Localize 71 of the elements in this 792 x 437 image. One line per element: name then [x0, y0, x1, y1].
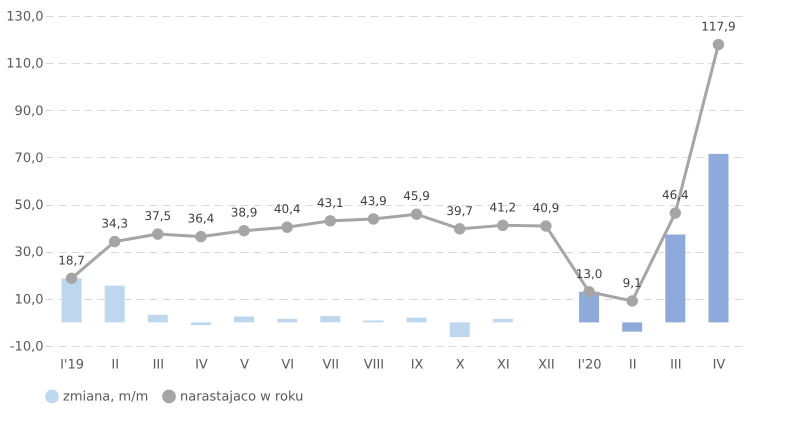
x-tick-label: III: [152, 358, 164, 372]
bar: [234, 316, 254, 322]
point: [66, 272, 78, 284]
point: [108, 236, 120, 248]
data-label: 46,4: [662, 188, 689, 202]
data-label: 117,9: [701, 20, 736, 34]
data-label: 34,3: [101, 216, 128, 231]
point: [281, 222, 293, 233]
data-label: 13,0: [576, 266, 602, 281]
bar: [406, 318, 427, 322]
x-tick-label: V: [240, 358, 250, 372]
data-label: 36,4: [188, 212, 214, 226]
point: [670, 207, 682, 219]
x-tick-label: III: [670, 358, 682, 372]
point: [540, 220, 552, 232]
bar: [190, 322, 211, 326]
point: [152, 228, 164, 240]
x-tick-label: X: [456, 358, 465, 372]
x-tick-label: I'19: [60, 358, 84, 372]
bar: [62, 278, 82, 322]
data-label: 40,9: [532, 201, 560, 216]
point: [454, 223, 466, 235]
point: [368, 213, 380, 225]
y-tick-label: 50,0: [14, 198, 44, 214]
y-tick-label: 130,0: [6, 10, 44, 24]
bar: [148, 314, 168, 322]
point: [238, 225, 250, 236]
bar: [277, 318, 298, 322]
y-tick-label: 90,0: [14, 104, 44, 119]
bar: [708, 154, 728, 322]
data-label: 39,7: [446, 204, 474, 218]
x-tick-label: II: [111, 358, 120, 372]
x-tick-label: I'20: [578, 358, 602, 372]
point: [626, 295, 638, 307]
x-tick-label: XI: [496, 358, 510, 372]
point: [324, 215, 336, 227]
data-label: 18,7: [58, 253, 85, 268]
point: [497, 220, 509, 232]
x-tick-label: IX: [410, 358, 424, 372]
x-tick-label: VI: [281, 358, 294, 372]
point: [410, 208, 422, 220]
x-tick-label: II: [628, 358, 637, 372]
x-tick-label: IV: [712, 358, 726, 372]
bar: [104, 286, 125, 322]
x-tick-label: VIII: [364, 358, 384, 372]
data-label: 43,9: [360, 194, 387, 208]
bar: [320, 316, 340, 322]
point: [195, 230, 207, 242]
data-label: 37,5: [144, 209, 172, 224]
x-tick-label: VII: [322, 358, 340, 372]
y-tick-label: 30,0: [14, 245, 44, 260]
data-label: 43,1: [316, 196, 344, 210]
y-tick-label: -10,0: [10, 340, 44, 354]
y-tick-label: 110,0: [6, 56, 44, 72]
legend-label: narastajaco w roku: [180, 389, 304, 404]
bar: [492, 318, 513, 322]
y-tick-label: 70,0: [14, 150, 44, 166]
data-label: 40,4: [274, 202, 301, 216]
point: [583, 286, 595, 298]
bar: [622, 322, 642, 332]
data-label: 41,2: [489, 200, 516, 214]
x-tick-label: XII: [538, 358, 555, 372]
data-label: 38,9: [230, 206, 258, 220]
y-tick-label: 10,0: [14, 292, 44, 308]
data-label: 45,9: [403, 189, 430, 204]
point: [712, 38, 724, 50]
bar: [665, 234, 686, 322]
x-tick-label: IV: [195, 358, 208, 372]
bar: [450, 322, 470, 338]
legend-label: zmiana, m/m: [63, 389, 148, 404]
data-label: 9,1: [622, 276, 642, 290]
